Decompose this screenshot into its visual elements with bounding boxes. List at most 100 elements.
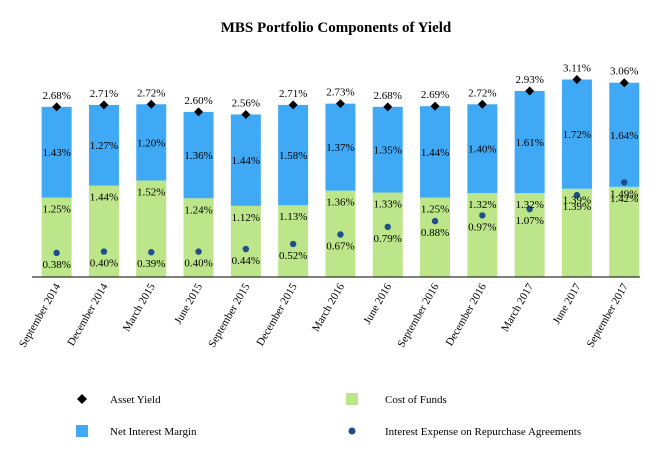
repo-expense-marker [479, 212, 486, 219]
x-tick-label: March 2015 [121, 281, 158, 334]
repo-expense-marker [242, 245, 250, 253]
cost-of-funds-bar [88, 185, 119, 277]
x-tick-label: December 2014 [65, 281, 111, 348]
x-tick-label: June 2015 [172, 281, 205, 326]
legend-repo-expense-label: Interest Expense on Repurchase Agreement… [385, 426, 581, 438]
repo-expense-marker [289, 240, 297, 248]
cost-of-funds-bar [183, 198, 214, 277]
x-tick-label: December 2015 [254, 281, 300, 348]
repo-expense-label: 0.88% [421, 227, 449, 239]
chart-title: MBS Portfolio Components of Yield [221, 20, 452, 36]
x-tick-label: March 2016 [310, 281, 347, 334]
cost-of-funds-bar [230, 205, 261, 277]
asset-yield-label: 2.71% [279, 88, 307, 100]
repo-expense-label: 0.97% [468, 221, 496, 233]
cost-of-funds-bar [609, 186, 640, 277]
asset-yield-label: 2.73% [326, 87, 354, 99]
cost-of-funds-label: 1.52% [137, 186, 165, 198]
net-interest-margin-bar [514, 90, 545, 194]
repo-expense-label: 0.40% [90, 258, 118, 270]
asset-yield-marker [572, 75, 582, 85]
net-interest-margin-bar [372, 106, 403, 193]
net-interest-margin-bar [420, 106, 451, 198]
cost-of-funds-label: 1.42% [610, 193, 638, 205]
asset-yield-label: 3.11% [563, 63, 591, 75]
repo-expense-label: 0.40% [184, 258, 212, 270]
cost-of-funds-label: 1.33% [374, 199, 402, 211]
legend-cost-of-funds-swatch [346, 393, 358, 405]
repo-expense-label: 0.67% [326, 240, 354, 252]
asset-yield-marker [525, 86, 535, 96]
cost-of-funds-label: 1.44% [90, 192, 118, 204]
x-tick-label: September 2014 [17, 281, 64, 350]
asset-yield-marker [335, 99, 345, 109]
asset-yield-label: 2.71% [90, 88, 118, 100]
cost-of-funds-bar [420, 197, 451, 277]
cost-of-funds-bar [41, 197, 72, 277]
repo-expense-label: 0.44% [232, 255, 260, 267]
net-interest-margin-bar [467, 104, 498, 194]
asset-yield-marker [477, 99, 487, 109]
net-interest-margin-label: 1.27% [90, 140, 118, 152]
legend-asset-yield-label: Asset Yield [110, 394, 161, 406]
repo-expense-label: 1.39% [563, 201, 591, 213]
x-ticks-layer: September 2014 December 2014 March 2015 Jun… [17, 281, 631, 350]
legend-net-interest-margin-swatch [76, 425, 88, 437]
repo-expense-marker [337, 231, 344, 238]
net-interest-margin-label: 1.20% [137, 137, 165, 149]
cost-of-funds-label: 1.25% [42, 204, 70, 216]
net-interest-margin-bar [278, 104, 309, 206]
bars-layer [41, 79, 640, 277]
cost-of-funds-bar [467, 193, 498, 277]
asset-yield-marker [99, 100, 109, 110]
repo-expense-marker [195, 248, 202, 255]
net-interest-margin-bar [88, 104, 119, 186]
x-tick-label: March 2017 [499, 281, 536, 334]
asset-yield-marker [146, 99, 156, 109]
net-interest-margin-bar [183, 111, 214, 199]
asset-yield-marker [288, 100, 298, 110]
repo-expense-label: 0.39% [137, 258, 165, 270]
asset-yield-label: 2.72% [468, 87, 496, 99]
cost-of-funds-label: 1.13% [279, 211, 307, 223]
net-interest-margin-label: 1.44% [421, 147, 449, 159]
asset-yield-marker [241, 109, 251, 119]
asset-yield-label: 2.68% [374, 90, 402, 102]
legend-repo-expense-swatch [348, 427, 356, 435]
repo-expense-marker [148, 249, 155, 256]
markers-layer [52, 75, 629, 257]
asset-yield-marker [194, 107, 204, 117]
repo-expense-marker [384, 223, 391, 231]
net-interest-margin-label: 1.40% [468, 144, 496, 156]
cost-of-funds-label: 1.32% [515, 199, 543, 211]
asset-yield-label: 2.60% [184, 95, 212, 107]
net-interest-margin-label: 1.36% [184, 150, 212, 162]
legend-cost-of-funds-label: Cost of Funds [385, 394, 447, 406]
net-interest-margin-label: 1.72% [563, 129, 591, 141]
net-interest-margin-label: 1.58% [279, 150, 307, 162]
x-tick-label: September 2016 [395, 281, 442, 350]
repo-expense-label: 1.07% [515, 215, 543, 227]
cost-of-funds-label: 1.12% [232, 212, 260, 224]
repo-expense-marker [621, 179, 628, 186]
cost-of-funds-label: 1.39% [563, 195, 591, 207]
repo-expense-marker [431, 217, 439, 225]
repo-expense-label: 0.52% [279, 250, 307, 262]
net-interest-margin-bar [561, 79, 592, 189]
repo-expense-label: 0.38% [42, 259, 70, 271]
repo-expense-marker [53, 249, 60, 257]
legend-asset-yield-swatch [77, 394, 87, 404]
net-interest-margin-bar [609, 82, 640, 187]
asset-yield-marker [52, 102, 62, 112]
net-interest-margin-label: 1.64% [610, 130, 638, 142]
cost-of-funds-label: 1.24% [184, 204, 212, 216]
legend-net-interest-margin-label: Net Interest Margin [110, 426, 197, 438]
labels-layer: 2.68% 1.43% 1.25% 0.38% 2.71% 1.27% 1.44% 0.40%… [42, 63, 638, 271]
repo-expense-marker [526, 205, 533, 213]
net-interest-margin-bar [41, 106, 72, 198]
x-tick-label: June 2016 [361, 281, 394, 326]
asset-yield-marker [383, 102, 393, 112]
net-interest-margin-label: 1.35% [374, 145, 402, 157]
net-interest-margin-bar [136, 104, 167, 181]
